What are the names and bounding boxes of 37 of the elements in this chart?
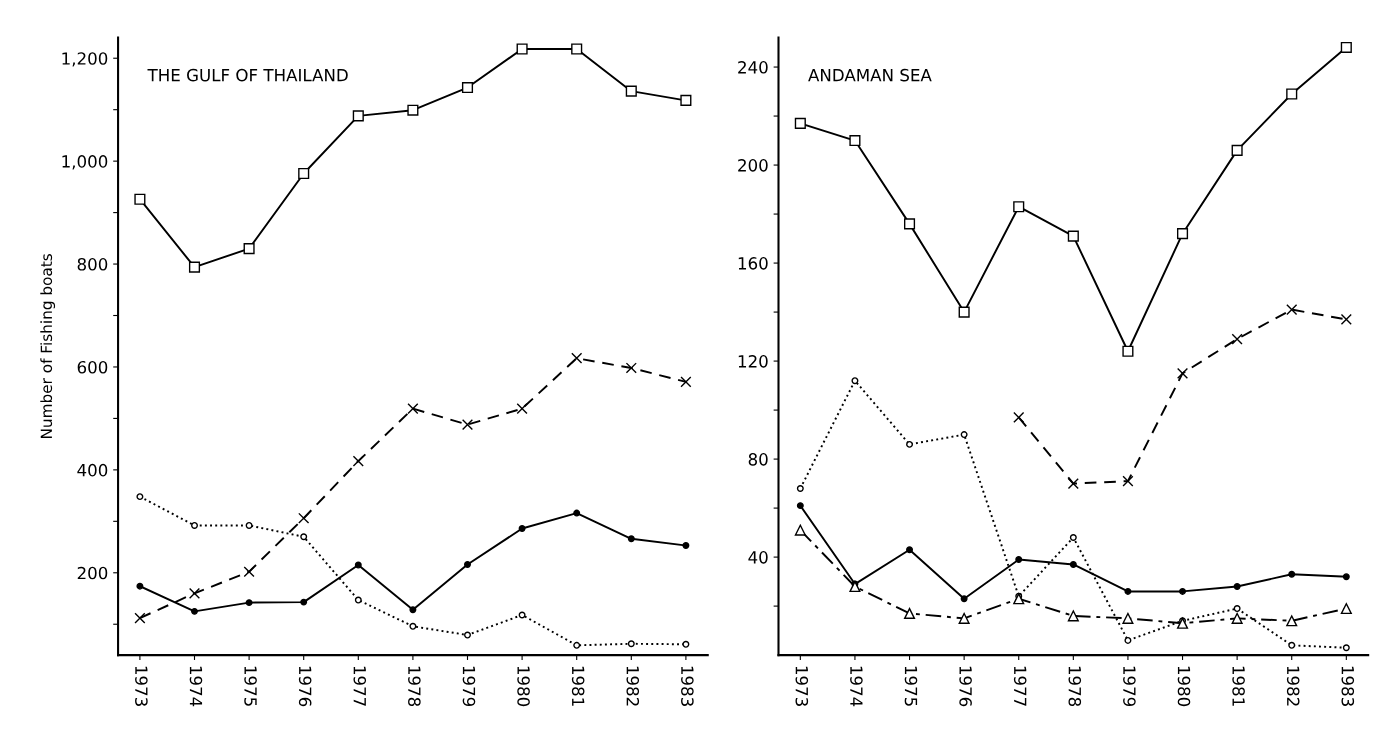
y-tick-label: 200 <box>738 159 768 172</box>
y-tick-label: 80 <box>748 453 768 466</box>
y-tick-label: 800 <box>77 258 108 271</box>
y-tick-label: 600 <box>77 360 108 374</box>
text: THE GULF OF THAILAND <box>147 68 348 82</box>
x-tick-label: 1979 <box>462 666 476 707</box>
y-tick-label: 120 <box>738 355 768 368</box>
x-tick-label: 1973 <box>135 666 148 706</box>
x-tick-label: 1979 <box>1123 666 1136 707</box>
x-tick-label: 1976 <box>959 666 972 707</box>
y-axis-title: Number of Fishing boats <box>40 254 56 438</box>
x-tick-label: 1974 <box>189 666 203 707</box>
x-tick-label: 1983 <box>681 666 694 706</box>
x-tick-label: 1974 <box>850 666 863 707</box>
x-tick-label: 1975 <box>244 666 257 706</box>
x-tick-label: 1981 <box>1232 666 1245 706</box>
x-tick-label: 1976 <box>298 666 312 707</box>
x-tick-label: 1978 <box>1068 666 1082 707</box>
x-tick-label: 1983 <box>1341 666 1355 706</box>
x-tick-label: 1978 <box>408 666 421 707</box>
x-tick-label: 1980 <box>517 666 530 707</box>
y-tick-label: 240 <box>738 61 768 74</box>
text: ANDAMAN SEA <box>808 68 932 82</box>
x-tick-label: 1982 <box>626 666 640 706</box>
x-tick-label: 1975 <box>904 666 918 706</box>
x-tick-label: 1981 <box>571 666 585 706</box>
y-tick-label: 1,000 <box>62 155 108 170</box>
y-tick-label: 400 <box>77 463 108 477</box>
y-tick-label: 160 <box>738 257 768 270</box>
x-tick-label: 1977 <box>353 666 367 706</box>
x-tick-label: 1982 <box>1286 666 1300 706</box>
x-tick-label: 1973 <box>795 666 809 706</box>
y-tick-label: 40 <box>748 551 768 564</box>
x-tick-label: 1980 <box>1177 666 1191 707</box>
y-tick-label: 1,200 <box>62 52 108 67</box>
y-tick-label: 200 <box>77 566 108 580</box>
x-tick-label: 1977 <box>1013 666 1027 706</box>
